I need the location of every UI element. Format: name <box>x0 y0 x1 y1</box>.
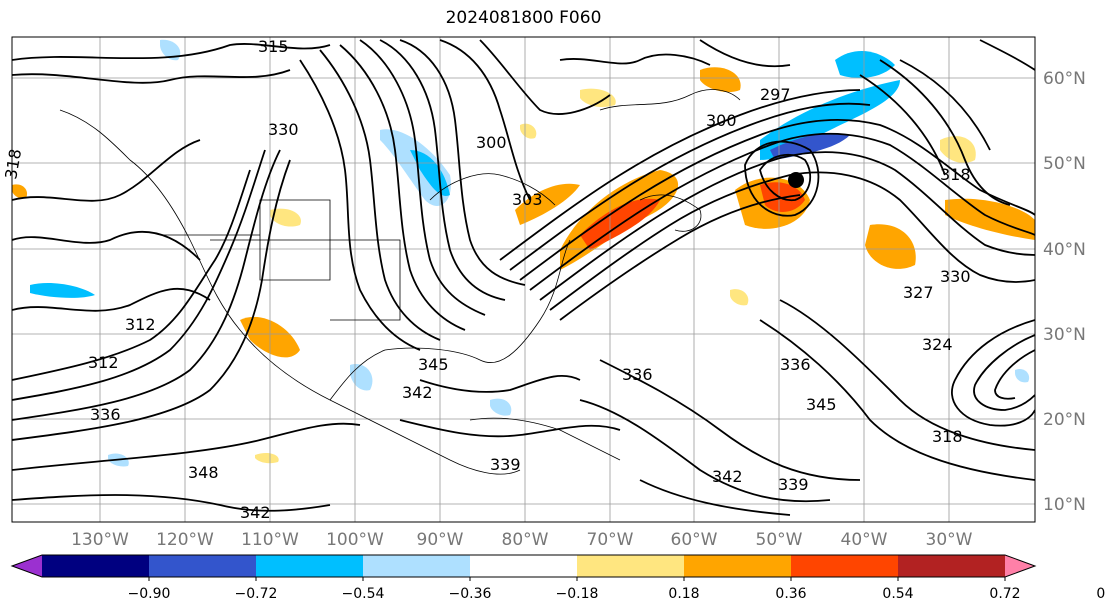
colorbar-tick-label: −0.72 <box>235 586 278 602</box>
lon-label: 100°W <box>326 530 384 550</box>
colorbar-tick-label: 0.90 <box>1096 586 1105 602</box>
colorbar-tick-label: −0.90 <box>128 586 171 602</box>
colorbar <box>10 554 1037 578</box>
colorbar-segment <box>42 555 150 577</box>
lat-label: 30°N <box>1043 325 1086 345</box>
lon-label: 90°W <box>417 530 464 550</box>
coastlines <box>59 89 741 475</box>
map-background <box>12 37 1035 522</box>
contour-label: 330 <box>268 120 299 139</box>
contour-label: 336 <box>622 365 653 384</box>
colorbar-tick-label: 0.18 <box>668 586 699 602</box>
contour-label: 312 <box>125 315 156 334</box>
contour-label: 300 <box>476 133 507 152</box>
colorbar-tick-label: −0.36 <box>449 586 492 602</box>
lat-label: 20°N <box>1043 410 1086 430</box>
latitude-labels: 60°N 50°N 40°N 30°N 20°N 10°N <box>1043 69 1086 515</box>
contour-label: 348 <box>188 463 219 482</box>
map-frame <box>11 36 1036 523</box>
colorbar-extend-low <box>12 555 42 577</box>
colorbar-tick-label: 0.36 <box>775 586 806 602</box>
storm-center-marker <box>788 172 804 188</box>
contour-lines <box>12 39 1035 516</box>
contour-label: 297 <box>760 85 791 104</box>
contour-label: 330 <box>940 267 971 286</box>
lon-label: 80°W <box>502 530 549 550</box>
map-title: 2024081800 F060 <box>445 8 602 28</box>
longitude-labels: 130°W 120°W 110°W 100°W 90°W 80°W 70°W 6… <box>71 530 973 550</box>
colorbar-tick-label: 0.54 <box>882 586 913 602</box>
contour-label: 339 <box>778 475 809 494</box>
lat-label: 60°N <box>1043 69 1086 89</box>
colorbar-segment <box>791 555 899 577</box>
colorbar-outline <box>10 554 1037 578</box>
shading-layer <box>12 39 1035 467</box>
contour-label: 342 <box>712 467 743 486</box>
contour-label: 336 <box>780 355 811 374</box>
colorbar-segment <box>898 555 1006 577</box>
contour-label: 336 <box>90 405 121 424</box>
colorbar-segment <box>363 555 471 577</box>
colorbar-segment <box>470 555 578 577</box>
colorbar-tick-label: −0.54 <box>342 586 385 602</box>
colorbar-segment <box>577 555 685 577</box>
colorbar-segment <box>256 555 364 577</box>
contour-label: 345 <box>418 355 449 374</box>
lon-label: 130°W <box>71 530 129 550</box>
lon-label: 120°W <box>156 530 214 550</box>
contour-label: 315 <box>258 37 289 56</box>
lon-label: 30°W <box>926 530 973 550</box>
colorbar-segment <box>149 555 257 577</box>
lat-label: 50°N <box>1043 154 1086 174</box>
colorbar-tick-label: −0.18 <box>556 586 599 602</box>
contour-label: 312 <box>88 353 119 372</box>
lon-label: 50°W <box>756 530 803 550</box>
lon-label: 110°W <box>241 530 299 550</box>
colorbar-segment <box>684 555 792 577</box>
contour-label: 324 <box>922 335 953 354</box>
colorbar-labels: −0.90 −0.72 −0.54 −0.36 −0.18 0.18 0.36 0.54 0.7… <box>128 577 1105 602</box>
contour-label: 318 <box>940 165 971 184</box>
contour-label: 303 <box>512 190 543 209</box>
contour-label: 342 <box>402 383 433 402</box>
colorbar-extend-high <box>1005 555 1035 577</box>
lat-label: 40°N <box>1043 240 1086 260</box>
lon-label: 60°W <box>671 530 718 550</box>
contour-label: 327 <box>903 283 934 302</box>
lon-label: 70°W <box>587 530 634 550</box>
contour-label: 339 <box>490 455 521 474</box>
contour-label: 300 <box>706 111 737 130</box>
colorbar-tick-label: 0.72 <box>989 586 1020 602</box>
contour-label-layer: 315 318 312 312 336 348 342 330 300 297 … <box>1 37 970 522</box>
lon-label: 40°W <box>841 530 888 550</box>
lat-label: 10°N <box>1043 495 1086 515</box>
contour-label: 342 <box>240 503 271 522</box>
contour-label: 345 <box>806 395 837 414</box>
contour-label: 318 <box>932 427 963 446</box>
